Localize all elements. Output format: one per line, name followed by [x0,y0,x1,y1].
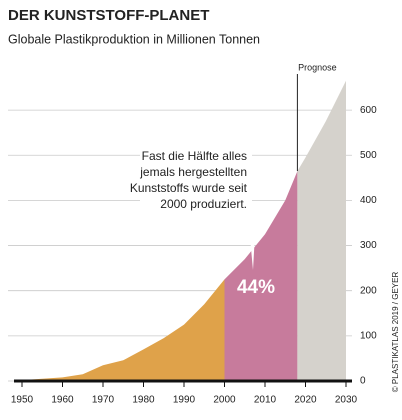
annotation-line: Fast die Hälfte alles [142,149,247,163]
chart-title: DER KUNSTSTOFF-PLANET [8,7,209,24]
annotation-box [140,146,256,270]
chart-subtitle: Globale Plastikproduktion in Millionen T… [8,32,260,46]
annotation-line: 2000 produziert. [160,197,247,211]
x-tick-label: 1950 [11,395,34,406]
annotation-line: Kunststoffs wurde seit [130,181,248,195]
area [297,80,346,381]
y-tick-label: 500 [360,150,377,161]
highlight: 44% [237,277,275,298]
y-tick-label: 100 [360,330,377,341]
x-tick-label: 1980 [132,395,155,406]
x-tick-label: 1970 [92,395,115,406]
y-tick-label: 600 [360,105,377,116]
x-tick-label: 1990 [173,395,196,406]
x-tick-label: 1960 [51,395,74,406]
y-tick-label: 400 [360,195,377,206]
y-tick-label: 200 [360,285,377,296]
x-tick-label: 2010 [254,395,277,406]
area [224,171,298,381]
x-tick-label: 2000 [213,395,236,406]
y-tick-label: 0 [360,376,366,387]
x-tick-label: 2030 [335,395,358,406]
source: © PLASTIKATLAS 2019 / GEYER [391,272,400,393]
annotation-line: jemals hergestellten [139,165,247,179]
area [22,279,225,381]
y-tick-label: 300 [360,240,377,251]
x-tick-label: 2020 [294,395,317,406]
prognosis-label: Prognose [298,62,337,72]
